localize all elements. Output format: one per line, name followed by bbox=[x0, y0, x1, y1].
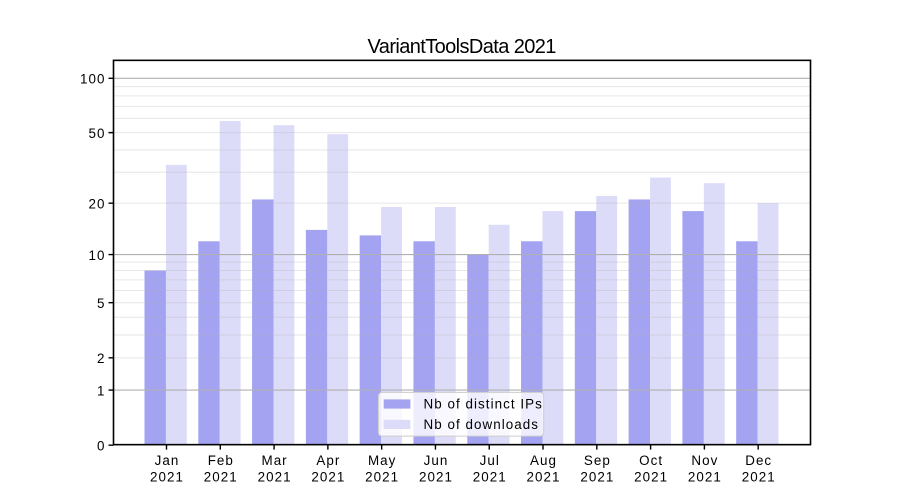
svg-text:Jun: Jun bbox=[424, 453, 449, 468]
svg-text:2021: 2021 bbox=[150, 470, 184, 485]
svg-text:Aug: Aug bbox=[530, 453, 557, 468]
svg-text:2021: 2021 bbox=[204, 470, 238, 485]
svg-text:2021: 2021 bbox=[688, 470, 722, 485]
svg-text:2021: 2021 bbox=[311, 470, 345, 485]
svg-text:2021: 2021 bbox=[258, 470, 292, 485]
svg-text:Nb of downloads: Nb of downloads bbox=[424, 417, 540, 432]
svg-text:Sep: Sep bbox=[584, 453, 611, 468]
svg-text:2021: 2021 bbox=[742, 470, 776, 485]
svg-text:Apr: Apr bbox=[316, 453, 340, 468]
svg-text:2: 2 bbox=[97, 351, 106, 366]
svg-text:2021: 2021 bbox=[365, 470, 399, 485]
svg-text:Dec: Dec bbox=[745, 453, 772, 468]
svg-text:2021: 2021 bbox=[580, 470, 614, 485]
svg-text:Nb of distinct IPs: Nb of distinct IPs bbox=[424, 397, 543, 412]
svg-text:Nov: Nov bbox=[691, 453, 718, 468]
svg-text:100: 100 bbox=[80, 72, 106, 87]
svg-text:Oct: Oct bbox=[639, 453, 663, 468]
svg-text:VariantToolsData 2021: VariantToolsData 2021 bbox=[368, 36, 557, 58]
svg-text:1: 1 bbox=[97, 383, 106, 398]
svg-text:0: 0 bbox=[97, 438, 106, 453]
svg-text:50: 50 bbox=[89, 126, 106, 141]
svg-text:20: 20 bbox=[89, 196, 106, 211]
svg-text:2021: 2021 bbox=[527, 470, 561, 485]
svg-text:2021: 2021 bbox=[634, 470, 668, 485]
svg-text:Jan: Jan bbox=[155, 453, 180, 468]
svg-text:2021: 2021 bbox=[473, 470, 507, 485]
svg-text:May: May bbox=[368, 453, 396, 468]
svg-text:Feb: Feb bbox=[208, 453, 234, 468]
svg-text:5: 5 bbox=[97, 296, 106, 311]
svg-text:2021: 2021 bbox=[419, 470, 453, 485]
svg-text:10: 10 bbox=[89, 248, 106, 263]
svg-text:Jul: Jul bbox=[480, 453, 500, 468]
svg-text:Mar: Mar bbox=[261, 453, 287, 468]
